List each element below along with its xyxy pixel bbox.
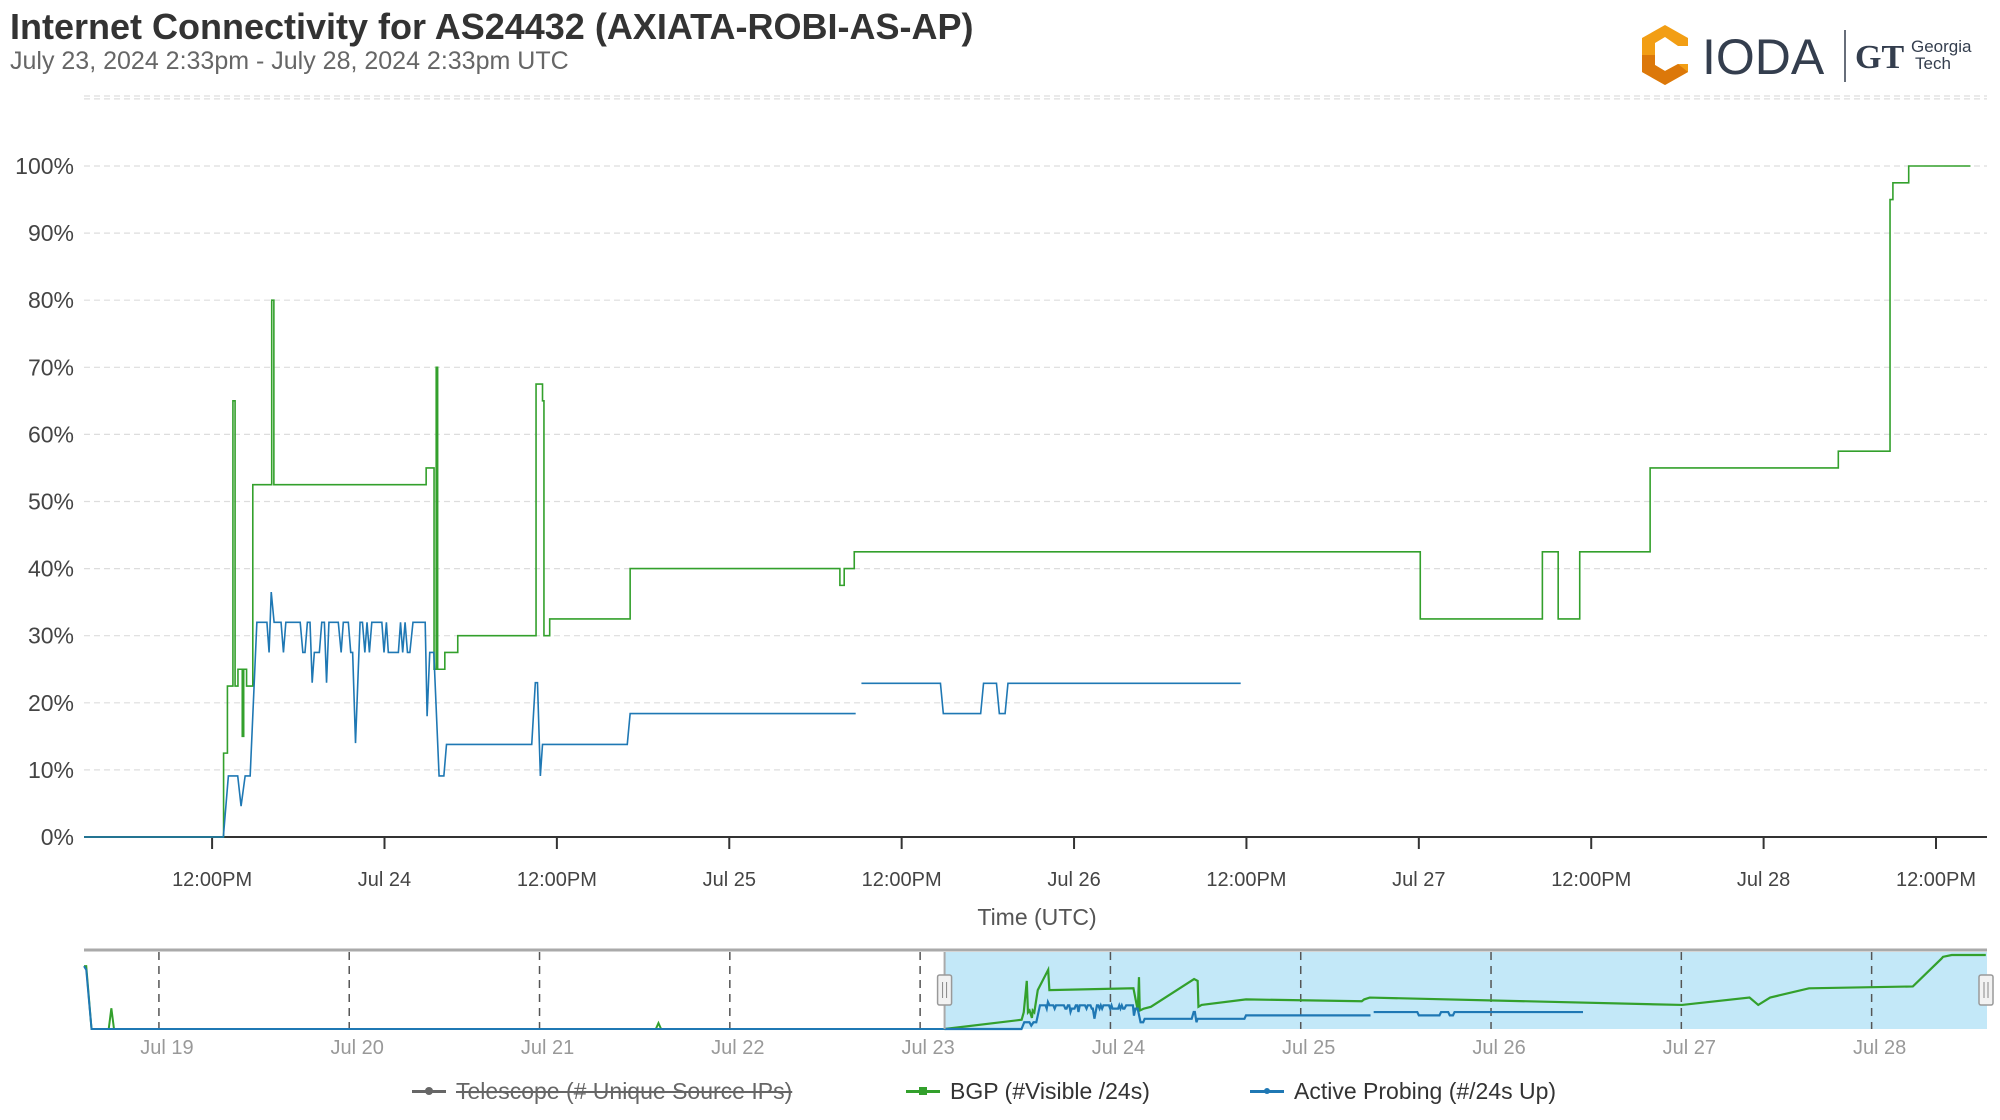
legend-label: Telescope (# Unique Source IPs) bbox=[456, 1078, 793, 1104]
x-axis-label: Time (UTC) bbox=[977, 904, 1096, 930]
y-tick-label: 40% bbox=[28, 556, 74, 582]
date-range-subtitle: July 23, 2024 2:33pm - July 28, 2024 2:3… bbox=[10, 47, 569, 75]
navigator-tick-label: Jul 23 bbox=[901, 1037, 954, 1059]
y-tick-label: 100% bbox=[15, 153, 74, 179]
navigator-line-active bbox=[944, 998, 1584, 1031]
legend-label: BGP (#Visible /24s) bbox=[950, 1078, 1150, 1104]
y-tick-label: 30% bbox=[28, 623, 74, 649]
legend-item-bgp[interactable]: BGP (#Visible /24s) bbox=[906, 1078, 1150, 1105]
navigator-line-bgp bbox=[944, 953, 1986, 1031]
x-tick-label: 12:00PM bbox=[172, 869, 252, 891]
x-tick-label: 12:00PM bbox=[517, 869, 597, 891]
ioda-logo: IODA GT Georgia Tech bbox=[1642, 25, 1972, 85]
series-line-bgp bbox=[84, 165, 1971, 838]
navigator-tick-label: Jul 27 bbox=[1663, 1037, 1716, 1059]
y-tick-label: 90% bbox=[28, 220, 74, 246]
legend-item-telescope[interactable]: Telescope (# Unique Source IPs) bbox=[412, 1078, 792, 1105]
legend-item-active-probing[interactable]: Active Probing (#/24s Up) bbox=[1250, 1078, 1556, 1105]
navigator-selection bbox=[944, 952, 1988, 1029]
x-tick-label: 12:00PM bbox=[1206, 869, 1286, 891]
legend-marker-icon bbox=[412, 1087, 446, 1095]
navigator-tick-label: Jul 21 bbox=[521, 1037, 574, 1059]
y-tick-label: 50% bbox=[28, 489, 74, 515]
navigator-tick-label: Jul 25 bbox=[1282, 1037, 1335, 1059]
navigator-tick-label: Jul 24 bbox=[1092, 1037, 1145, 1059]
svg-text:Tech: Tech bbox=[1915, 54, 1951, 73]
navigator-handle-right[interactable] bbox=[1978, 974, 1994, 1006]
x-tick-label: Jul 25 bbox=[703, 869, 756, 891]
drag-handle-icon bbox=[1978, 974, 1994, 1006]
y-tick-label: 10% bbox=[28, 757, 74, 783]
hexagon-logo-icon bbox=[1642, 25, 1688, 85]
series-line-active bbox=[84, 592, 1241, 838]
x-tick-label: 12:00PM bbox=[1551, 869, 1631, 891]
x-tick-label: 12:00PM bbox=[862, 869, 942, 891]
x-tick-label: Jul 28 bbox=[1737, 869, 1790, 891]
time-navigator[interactable]: Jul 19 Jul 20 Jul 21 Jul 22 Jul 23 Jul 24 Jul … bbox=[83, 948, 1994, 1059]
x-tick-label: Jul 26 bbox=[1047, 869, 1100, 891]
navigator-handle-left[interactable] bbox=[936, 974, 953, 1006]
x-tick-label: Jul 27 bbox=[1392, 869, 1445, 891]
navigator-tick-label: Jul 28 bbox=[1853, 1037, 1906, 1059]
y-tick-label: 80% bbox=[28, 287, 74, 313]
page-title: Internet Connectivity for AS24432 (AXIAT… bbox=[10, 6, 974, 47]
legend-marker-icon bbox=[1250, 1088, 1284, 1094]
navigator-tick-label: Jul 20 bbox=[331, 1037, 384, 1059]
y-tick-label: 20% bbox=[28, 690, 74, 716]
navigator-probing-early bbox=[83, 965, 945, 1030]
legend-marker-icon bbox=[906, 1087, 940, 1095]
x-tick-label: Jul 24 bbox=[358, 869, 411, 891]
y-tick-label: 0% bbox=[41, 824, 74, 850]
navigator-tick-label: Jul 19 bbox=[140, 1037, 193, 1059]
drag-handle-icon bbox=[936, 974, 953, 1006]
gt-logo: GT bbox=[1855, 39, 1904, 76]
y-tick-label: 60% bbox=[28, 421, 74, 447]
svg-text:Georgia: Georgia bbox=[1911, 37, 1972, 56]
navigator-tick-label: Jul 26 bbox=[1472, 1037, 1525, 1059]
ioda-wordmark: IODA bbox=[1702, 29, 1825, 85]
legend-label: Active Probing (#/24s Up) bbox=[1294, 1078, 1557, 1104]
navigator-tick-label: Jul 22 bbox=[711, 1037, 764, 1059]
x-tick-label: 12:00PM bbox=[1896, 869, 1976, 891]
y-tick-label: 70% bbox=[28, 354, 74, 380]
